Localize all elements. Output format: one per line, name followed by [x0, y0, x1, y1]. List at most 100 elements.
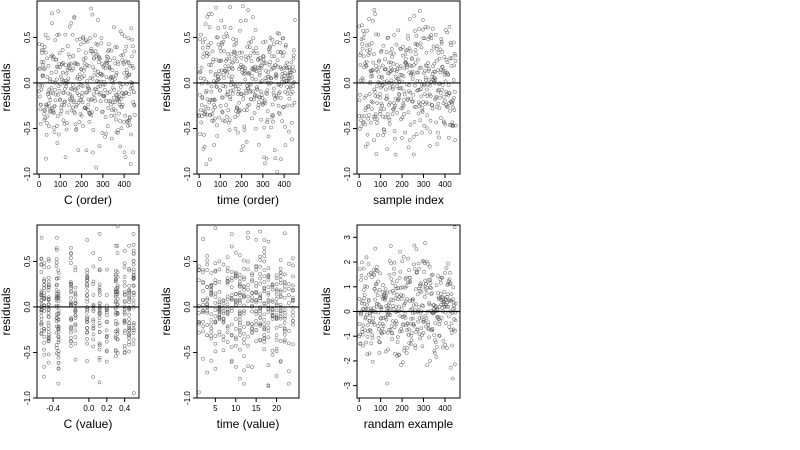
data-point — [225, 34, 230, 39]
data-point — [423, 241, 427, 245]
data-point — [94, 165, 99, 170]
data-point — [446, 279, 451, 283]
data-point — [104, 335, 109, 340]
data-point — [85, 337, 89, 341]
data-point — [102, 94, 107, 99]
data-point — [373, 112, 378, 117]
x-tick-label: 100 — [54, 180, 68, 189]
data-point — [451, 285, 456, 290]
data-point — [282, 295, 287, 300]
data-point — [201, 280, 205, 284]
data-point — [97, 316, 102, 320]
data-point — [85, 297, 90, 301]
data-point — [47, 79, 52, 84]
data-point — [208, 113, 213, 117]
data-point — [405, 96, 410, 101]
data-point — [249, 59, 254, 63]
data-point — [71, 66, 76, 71]
data-point — [229, 295, 234, 300]
data-point — [398, 46, 402, 51]
data-point — [209, 288, 214, 292]
data-point — [226, 64, 231, 69]
data-point — [426, 320, 431, 325]
data-point — [266, 363, 271, 367]
data-point — [443, 342, 448, 347]
data-point — [237, 291, 242, 296]
data-point — [279, 50, 284, 55]
data-point — [242, 381, 246, 386]
data-point — [405, 328, 409, 332]
data-point — [282, 280, 287, 284]
data-point — [222, 25, 227, 29]
data-point — [39, 87, 44, 92]
data-point — [227, 56, 232, 61]
data-point — [265, 120, 269, 125]
data-point — [205, 310, 210, 315]
data-point — [438, 95, 442, 100]
data-point — [37, 67, 42, 71]
data-point — [401, 103, 406, 108]
data-point — [432, 61, 437, 66]
data-point — [420, 284, 425, 289]
data-point — [438, 291, 443, 296]
data-point — [400, 115, 405, 120]
data-point — [246, 55, 251, 60]
data-point — [254, 265, 259, 269]
y-tick-label: -1.0 — [183, 391, 192, 405]
data-point — [39, 292, 44, 297]
data-point — [56, 381, 61, 386]
data-point — [365, 335, 370, 339]
data-point — [376, 279, 380, 284]
data-point — [79, 67, 84, 72]
data-point — [201, 310, 205, 315]
data-point — [360, 260, 364, 265]
data-point — [197, 112, 202, 117]
data-point — [128, 64, 133, 68]
data-point — [262, 327, 267, 332]
data-point — [217, 309, 222, 314]
data-point — [412, 243, 417, 248]
data-point — [434, 96, 438, 101]
data-point — [60, 102, 64, 107]
data-point — [274, 302, 279, 307]
data-point — [38, 83, 43, 88]
data-point — [115, 311, 120, 315]
data-point — [206, 106, 211, 111]
data-point — [251, 36, 255, 41]
data-point — [414, 302, 418, 307]
data-point — [227, 118, 232, 123]
data-point — [113, 299, 118, 303]
data-point — [417, 332, 422, 336]
y-tick-label: 0.5 — [343, 31, 352, 43]
data-point — [47, 124, 51, 129]
data-point — [46, 36, 50, 40]
data-point — [262, 285, 267, 290]
x-tick-label: 200 — [235, 180, 249, 189]
data-point — [87, 86, 91, 91]
plot-frame — [196, 224, 300, 399]
data-point — [130, 86, 135, 91]
data-point — [247, 40, 252, 45]
data-point — [213, 261, 218, 266]
data-point — [91, 317, 96, 322]
data-point — [440, 87, 444, 92]
data-point — [367, 92, 372, 96]
data-point — [417, 9, 422, 13]
y-axis-title: residuals — [0, 287, 13, 335]
data-point — [415, 270, 419, 274]
data-point — [425, 126, 429, 131]
data-point — [91, 92, 96, 96]
data-point — [362, 54, 366, 59]
data-point — [440, 50, 445, 54]
data-point — [277, 112, 282, 116]
data-point — [363, 63, 368, 68]
data-point — [366, 262, 371, 267]
data-point — [130, 63, 135, 68]
data-point — [110, 100, 115, 104]
data-point — [104, 99, 108, 103]
x-tick-label: 100 — [214, 180, 228, 189]
data-point — [223, 84, 228, 89]
data-point — [424, 78, 428, 82]
data-point — [198, 69, 203, 74]
data-point — [210, 49, 215, 54]
